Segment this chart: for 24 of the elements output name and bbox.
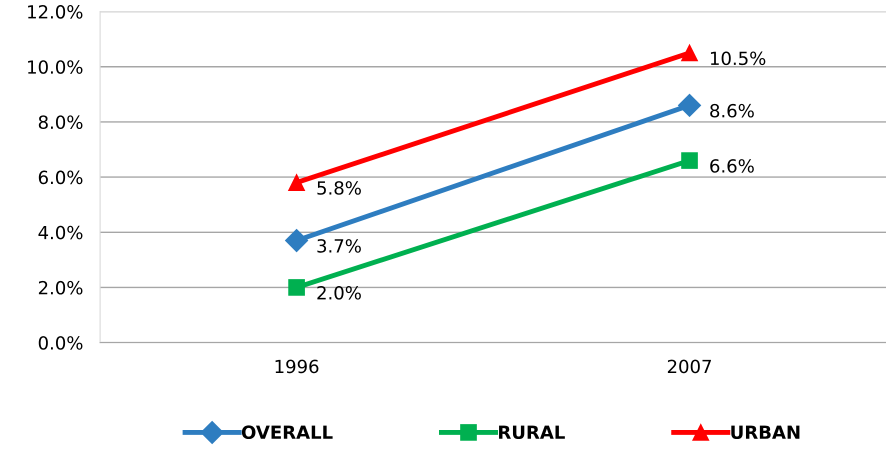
data-label: 8.6% — [710, 104, 754, 118]
point — [285, 229, 308, 252]
data-label: 10.5% — [710, 51, 766, 66]
point — [681, 44, 698, 62]
legend-label: RURAL — [499, 426, 565, 440]
x-tick-label: 1996 — [276, 360, 318, 374]
point — [681, 152, 698, 169]
y-tick-label: 6.0% — [38, 170, 82, 184]
y-tick-label: 8.0% — [38, 115, 82, 130]
legend-label: OVERALL — [242, 425, 333, 440]
y-tick-label: 4.0% — [38, 226, 82, 240]
y-tick-label: 0.0% — [38, 336, 82, 350]
data-label: 5.8% — [317, 181, 361, 195]
data-label: 3.7% — [317, 239, 361, 253]
point — [678, 94, 702, 117]
point — [288, 174, 305, 191]
data-label: 2.0% — [317, 286, 361, 300]
y-tick-label: 10.0% — [28, 60, 82, 74]
y-tick-label: 12.0% — [28, 5, 82, 19]
y-tick-label: 2.0% — [38, 280, 82, 295]
x-tick-label: 2007 — [668, 360, 711, 374]
legend-label: URBAN — [731, 426, 800, 440]
data-label: 6.6% — [710, 159, 754, 173]
point — [288, 279, 305, 296]
